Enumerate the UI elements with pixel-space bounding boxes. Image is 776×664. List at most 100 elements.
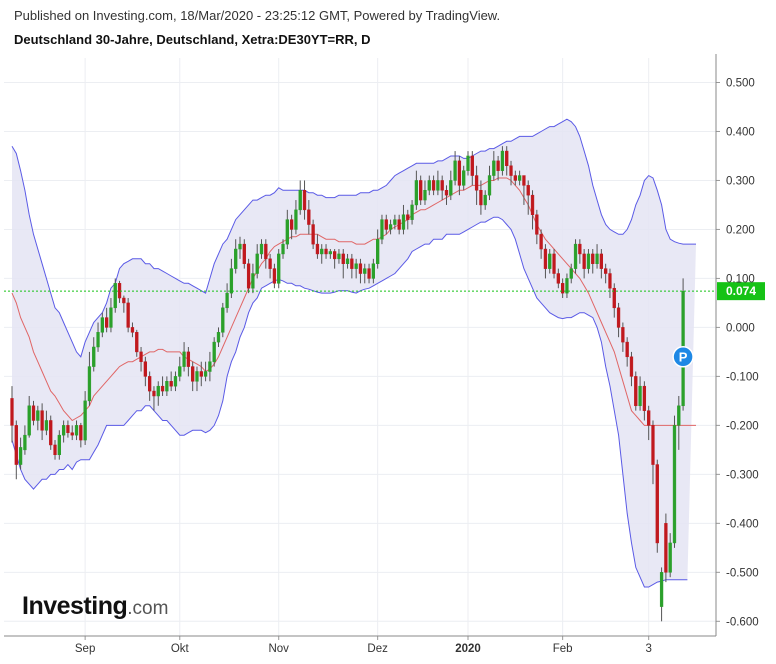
x-tick-label: 2020 [455,643,481,655]
candle-body [126,302,130,328]
candle-body [113,283,117,309]
candle-body [393,219,397,225]
candle-body [483,194,487,206]
candle-body [216,332,221,343]
candle-body [608,273,612,289]
candle-body [251,273,255,289]
candle-body [672,425,677,544]
candle-body [440,180,444,191]
candle-body [169,381,173,387]
candle-body [599,253,604,269]
candle-body [604,268,608,274]
y-tick-label: 0.200 [726,224,755,236]
candle-body [156,385,160,397]
candle-body [341,253,345,264]
candle-body [526,185,530,196]
candle-body [505,150,509,167]
bollinger-bands [11,118,696,588]
candle-body [199,371,203,377]
candle-body [376,238,380,264]
candle-body [427,180,431,191]
candle-body [31,405,36,421]
candle-body [311,224,315,245]
candle-body [122,297,126,304]
candle-body [410,204,414,220]
candle-body [100,317,104,333]
candle-body [109,307,113,328]
candle-body [449,180,453,196]
candle-body [513,175,517,181]
candle-body [44,420,49,431]
candle-body [363,268,367,274]
candle-body [560,283,565,294]
candle-body [543,248,548,269]
candle-body [212,341,216,362]
x-tick-label: Sep [75,643,95,655]
candle-body [586,253,591,269]
candle-body [569,268,573,279]
y-tick-label: 0.300 [726,175,755,187]
candle-body [406,214,410,220]
candle-body [143,361,148,377]
candle-body [332,251,337,260]
candle-body [453,160,457,181]
middle-band-line [11,177,696,426]
candle-body [320,248,324,255]
candle-body [625,341,629,358]
candle-body [324,248,328,255]
candle-body [298,190,302,211]
published-caption: Published on Investing.com, 18/Mar/2020 … [14,8,501,23]
candle-body [225,292,229,309]
candle-body [470,155,474,176]
candle-body [634,376,638,407]
y-tick-label: 0.400 [726,126,755,138]
last-price-badge [717,282,765,301]
candle-body [264,243,268,260]
candle-body [10,398,14,426]
candle-body [509,165,513,176]
candlesticks [10,146,685,622]
y-tick-label: 0.500 [726,77,755,89]
candle-body [104,317,109,328]
candle-body [629,356,634,377]
axes: 0.500 0.400 0.300 0.200 0.100 0.000 -0.100 -0.2… [4,54,759,655]
price-overlay: 0.074 P [4,282,765,368]
y-tick-label: -0.200 [726,420,759,432]
candle-body [651,425,655,465]
x-tick-label: Okt [171,643,190,655]
candle-body [668,542,672,573]
candle-body [358,263,363,274]
candle-body [315,243,320,255]
candle-body [479,190,483,206]
candle-body [444,190,449,196]
candle-body [591,253,595,264]
candle-body [612,287,616,309]
candle-body [27,405,31,436]
candle-body [36,410,40,421]
candle-body [642,385,647,411]
candle-body [616,307,621,328]
candle-body [87,366,92,402]
y-tick-label: -0.100 [726,371,759,383]
candle-body [401,214,406,230]
investing-logo: Investing.com [22,592,168,621]
candle-body [539,234,543,250]
candle-body [573,243,578,269]
candle-body [517,175,522,181]
logo-brand: Investing [22,592,128,620]
candle-body [18,447,23,465]
candle-body [462,170,466,186]
candle-body [647,410,651,426]
candle-body [492,160,496,176]
y-tick-label: -0.400 [726,518,759,530]
candle-body [659,572,664,607]
candle-body [148,376,152,392]
upper-band-line [11,118,696,358]
candle-body [457,160,462,186]
candle-body [268,258,272,269]
y-tick-label: 0.000 [726,322,755,334]
candle-body [277,253,281,284]
candle-body [655,464,659,544]
candle-body [496,160,500,171]
